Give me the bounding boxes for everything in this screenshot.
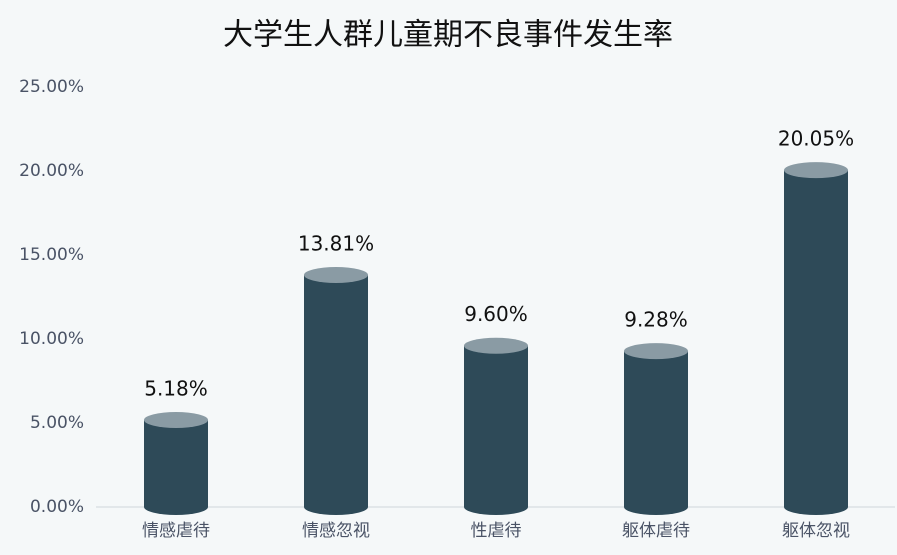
y-tick-label: 20.00% bbox=[19, 161, 84, 181]
cylinder-base bbox=[464, 499, 528, 515]
cylinder-body bbox=[464, 345, 528, 507]
y-tick-label: 25.00% bbox=[19, 77, 84, 97]
x-tick-label: 情感忽视 bbox=[302, 521, 370, 541]
cylinder-body bbox=[784, 170, 848, 507]
cylinder-base bbox=[304, 499, 368, 515]
value-label: 13.81% bbox=[298, 231, 374, 255]
y-tick-label: 15.00% bbox=[19, 245, 84, 265]
cylinder-top bbox=[144, 411, 208, 428]
value-label: 9.28% bbox=[624, 308, 688, 332]
y-tick-label: 5.00% bbox=[30, 413, 84, 433]
y-tick-label: 10.00% bbox=[19, 329, 84, 349]
cylinder-base bbox=[624, 499, 688, 515]
cylinder-top bbox=[304, 266, 368, 283]
cylinder-top bbox=[624, 343, 688, 360]
cylinder-base bbox=[144, 499, 208, 515]
x-tick-label: 躯体忽视 bbox=[782, 521, 850, 541]
value-label: 20.05% bbox=[778, 127, 854, 151]
cylinder-top bbox=[464, 337, 528, 354]
x-tick-label: 躯体虐待 bbox=[622, 521, 690, 541]
cylinder-top bbox=[784, 162, 848, 179]
y-tick-label: 0.00% bbox=[30, 497, 84, 517]
value-label: 9.60% bbox=[464, 302, 528, 326]
x-tick-label: 性虐待 bbox=[471, 521, 522, 541]
chart-title: 大学生人群儿童期不良事件发生率 bbox=[223, 18, 673, 53]
cylinder-body bbox=[624, 351, 688, 507]
x-tick-label: 情感虐待 bbox=[142, 521, 210, 541]
cylinder-body bbox=[144, 419, 208, 507]
cylinder-base bbox=[784, 499, 848, 515]
cylinder-body bbox=[304, 274, 368, 507]
value-label: 5.18% bbox=[144, 376, 208, 400]
